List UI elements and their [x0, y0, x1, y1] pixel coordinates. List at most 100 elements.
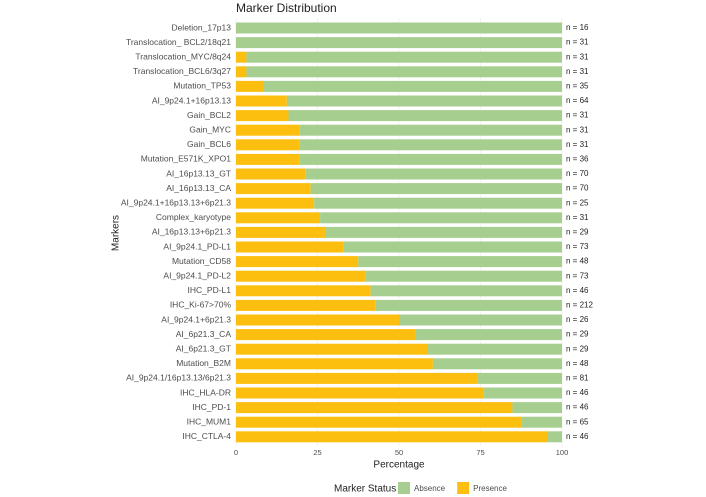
y-tick-label: AI_16p13.13_CA: [166, 183, 231, 193]
bar-segment: [432, 358, 562, 370]
n-label: n = 81: [566, 374, 589, 383]
bar-segment: [236, 372, 478, 384]
y-tick-label: Translocation_MYC/8q24: [135, 51, 231, 61]
bar-segment: [236, 212, 321, 224]
bar-segment: [310, 183, 562, 195]
n-label: n = 65: [566, 417, 589, 426]
y-tick-label: AI_16p13.13_GT: [166, 168, 231, 178]
legend-label: Presence: [473, 484, 507, 493]
x-tick-label: 100: [556, 448, 569, 457]
n-label: n = 46: [566, 403, 589, 412]
chart-title: Marker Distribution: [236, 1, 337, 15]
x-tick-label: 75: [476, 448, 484, 457]
y-tick-label: AI_9p24.1+6p21.3: [161, 314, 231, 324]
y-tick-label: Mutation_B2M: [176, 358, 231, 368]
n-label: n = 46: [566, 286, 589, 295]
y-tick-label: IHC_MUM1: [187, 416, 232, 426]
n-label: n = 29: [566, 344, 589, 353]
bar-segment: [236, 226, 326, 238]
bar-segment: [236, 343, 428, 355]
y-axis-label: Markers: [111, 215, 122, 251]
bar-segment: [236, 387, 485, 399]
n-label: n = 73: [566, 242, 589, 251]
legend-label: Absence: [414, 484, 446, 493]
x-tick-label: 25: [313, 448, 321, 457]
bar-segment: [236, 95, 287, 107]
bar-segment: [236, 270, 366, 282]
legend-swatch: [398, 482, 410, 494]
bar-segment: [236, 358, 433, 370]
y-tick-label: Deletion_17p13: [171, 22, 231, 32]
bar-segment: [320, 212, 562, 224]
y-tick-label: Gain_MYC: [189, 124, 231, 134]
n-label: n = 46: [566, 388, 589, 397]
bar-segment: [236, 299, 376, 311]
bar-segment: [236, 51, 247, 63]
bar-segment: [370, 285, 562, 297]
y-tick-label: Mutation_TP53: [173, 81, 231, 91]
bar-segment: [477, 372, 562, 384]
n-label: n = 16: [566, 23, 589, 32]
y-tick-label: AI_9p24.1_PD-L1: [163, 241, 231, 251]
bar-segment: [375, 299, 562, 311]
y-tick-label: Complex_karyotype: [156, 212, 231, 222]
bar-segment: [427, 343, 562, 355]
bar-segment: [299, 124, 562, 136]
y-tick-label: IHC_PD-L1: [188, 285, 232, 295]
bar-segment: [415, 329, 562, 341]
n-label: n = 31: [566, 38, 589, 47]
y-tick-label: AI_9p24.1_PD-L2: [163, 270, 231, 280]
bar-segment: [264, 80, 562, 92]
x-axis-label: Percentage: [373, 460, 425, 471]
bar-segment: [343, 241, 562, 253]
n-label: n = 25: [566, 198, 589, 207]
bar-segment: [547, 431, 562, 443]
x-tick-label: 0: [234, 448, 238, 457]
n-label: n = 64: [566, 96, 589, 105]
n-label: n = 26: [566, 315, 589, 324]
legend-swatch: [457, 482, 470, 494]
y-tick-label: IHC_HLA-DR: [180, 387, 231, 397]
bar-segment: [484, 387, 562, 399]
n-label: n = 31: [566, 140, 589, 149]
y-tick-label: Mutation_CD58: [172, 256, 231, 266]
n-label: n = 31: [566, 52, 589, 61]
bar-segment: [305, 168, 562, 180]
y-tick-label: AI_9p24.1+16p13.13+6p21.3: [121, 197, 231, 207]
n-label: n = 48: [566, 257, 589, 266]
y-tick-label: Gain_BCL2: [187, 110, 231, 120]
n-label: n = 31: [566, 125, 589, 134]
bar-segment: [236, 285, 371, 297]
bar-segment: [236, 241, 344, 253]
n-label: n = 73: [566, 271, 589, 280]
n-label: n = 70: [566, 184, 589, 193]
bar-segment: [236, 183, 311, 195]
bar-segment: [299, 139, 562, 151]
n-label: n = 35: [566, 82, 589, 91]
n-label: n = 212: [566, 301, 593, 310]
bar-segment: [236, 197, 315, 209]
y-tick-label: IHC_CTLA-4: [182, 431, 231, 441]
bar-segment: [236, 314, 399, 326]
n-label: n = 46: [566, 432, 589, 441]
bar-segment: [399, 314, 562, 326]
bar-segment: [236, 139, 300, 151]
bar-segment: [236, 416, 522, 428]
bar-segment: [236, 402, 513, 414]
y-tick-label: Translocation_BCL6/3q27: [133, 66, 231, 76]
n-label: n = 31: [566, 67, 589, 76]
bar-segment: [236, 256, 359, 268]
n-label: n = 48: [566, 359, 589, 368]
y-tick-label: Gain_BCL6: [187, 139, 231, 149]
bar-segment: [299, 153, 562, 165]
y-tick-label: AI_9p24.1+16p13.13: [152, 95, 231, 105]
n-label: n = 36: [566, 155, 589, 164]
n-label: n = 31: [566, 213, 589, 222]
bar-segment: [288, 110, 562, 122]
bar-segment: [236, 124, 300, 136]
bar-segment: [236, 66, 247, 78]
bar-segment: [236, 153, 300, 165]
bar-segment: [236, 329, 416, 341]
